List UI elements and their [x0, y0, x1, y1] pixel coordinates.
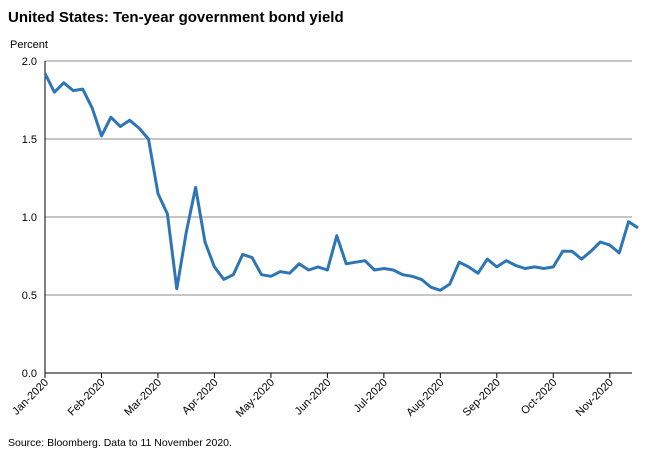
y-tick-label: 0.0 — [22, 368, 37, 380]
x-tick-label: May-2020 — [234, 377, 277, 420]
x-tick-label: Sep-2020 — [461, 377, 503, 419]
x-tick-label: Mar-2020 — [122, 377, 164, 419]
x-tick-label: Aug-2020 — [404, 377, 446, 419]
y-axis-label: Percent — [10, 39, 48, 51]
x-tick-label: Jan-2020 — [10, 377, 51, 418]
y-tick-label: 2.0 — [22, 56, 37, 68]
x-tick-label: Jul-2020 — [352, 377, 390, 415]
x-tick-label: Jun-2020 — [293, 377, 334, 418]
y-tick-label: 1.5 — [22, 134, 37, 146]
x-tick-label: Oct-2020 — [519, 377, 559, 417]
x-tick-label: Feb-2020 — [66, 377, 108, 419]
source-note: Source: Bloomberg. Data to 11 November 2… — [8, 437, 232, 449]
y-tick-label: 0.5 — [22, 290, 37, 302]
chart-title: United States: Ten-year government bond … — [8, 9, 344, 26]
y-tick-label: 1.0 — [22, 212, 37, 224]
x-tick-label: Apr-2020 — [180, 377, 220, 417]
x-tick-label: Nov-2020 — [574, 377, 616, 419]
data-line — [43, 72, 639, 292]
